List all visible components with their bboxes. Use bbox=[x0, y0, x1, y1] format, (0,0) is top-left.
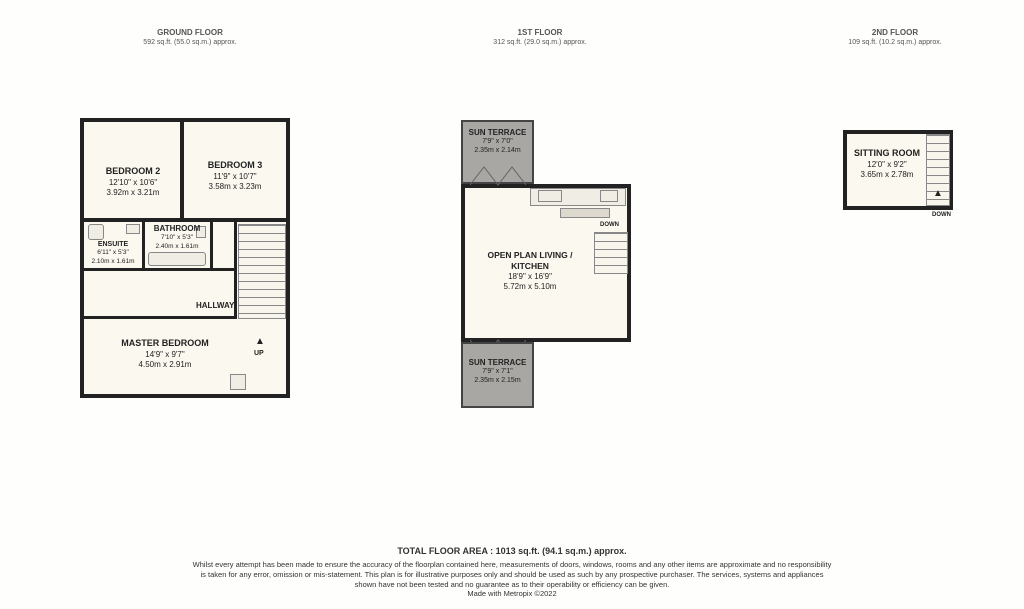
master-name: MASTER BEDROOM bbox=[100, 338, 230, 350]
bathroom-name: BATHROOM bbox=[146, 224, 208, 234]
header-first: 1ST FLOOR 312 sq.ft. (29.0 sq.m.) approx… bbox=[480, 28, 600, 47]
bedroom2-name: BEDROOM 2 bbox=[88, 166, 178, 178]
header-first-area: 312 sq.ft. (29.0 sq.m.) approx. bbox=[480, 38, 600, 47]
first-down-label: DOWN bbox=[600, 222, 619, 228]
up-label: UP bbox=[254, 350, 264, 357]
living-name: OPEN PLAN LIVING / KITCHEN bbox=[470, 250, 590, 272]
terrace-bot-met: 2.35m x 2.15m bbox=[461, 377, 534, 386]
ground-floor-plan: ▲ UP BEDROOM 2 12'10" x 10'6" 3.92m x 3.… bbox=[80, 118, 290, 398]
ensuite-label: ENSUITE 6'11" x 5'3" 2.10m x 1.61m bbox=[86, 240, 140, 266]
door-swing-top-icon bbox=[470, 165, 526, 187]
living-met: 5.72m x 5.10m bbox=[470, 282, 590, 292]
ensuite-fixture-2 bbox=[126, 224, 140, 234]
header-second-area: 109 sq.ft. (10.2 sq.m.) approx. bbox=[830, 38, 960, 47]
hallway-label: HALLWAY bbox=[196, 301, 234, 310]
bathroom-tub bbox=[148, 252, 206, 266]
terrace-bot-imp: 7'9" x 7'1" bbox=[461, 368, 534, 377]
kitchen-island bbox=[560, 208, 610, 218]
header-ground: GROUND FLOOR 592 sq.ft. (55.0 sq.m.) app… bbox=[130, 28, 250, 47]
master-imp: 14'9" x 9'7" bbox=[100, 350, 230, 360]
wall-h3 bbox=[84, 316, 237, 319]
bedroom3-met: 3.58m x 3.23m bbox=[190, 182, 280, 192]
terrace-top-label: SUN TERRACE 7'9" x 7'0" 2.35m x 2.14m bbox=[461, 128, 534, 156]
bedroom3-label: BEDROOM 3 11'9" x 10'7" 3.58m x 3.23m bbox=[190, 160, 280, 192]
ensuite-fixture-1 bbox=[88, 224, 104, 240]
bedroom2-label: BEDROOM 2 12'10" x 10'6" 3.92m x 3.21m bbox=[88, 166, 178, 198]
ground-stairs bbox=[238, 224, 286, 319]
master-met: 4.50m x 2.91m bbox=[100, 360, 230, 370]
sitting-imp: 12'0" x 9'2" bbox=[846, 160, 928, 170]
sitting-name: SITTING ROOM bbox=[846, 148, 928, 160]
sitting-met: 3.65m x 2.78m bbox=[846, 170, 928, 180]
ensuite-met: 2.10m x 1.61m bbox=[86, 258, 140, 266]
bedroom2-imp: 12'10" x 10'6" bbox=[88, 178, 178, 188]
living-label: OPEN PLAN LIVING / KITCHEN 18'9" x 16'9"… bbox=[470, 250, 590, 293]
header-ground-area: 592 sq.ft. (55.0 sq.m.) approx. bbox=[130, 38, 250, 47]
wall-h2 bbox=[84, 268, 234, 271]
terrace-bot-name: SUN TERRACE bbox=[461, 358, 534, 368]
bedroom3-imp: 11'9" x 10'7" bbox=[190, 172, 280, 182]
bathroom-label: BATHROOM 7'10" x 5'3" 2.40m x 1.61m bbox=[146, 224, 208, 251]
master-fixture bbox=[230, 374, 246, 390]
kitchen-hob bbox=[600, 190, 618, 202]
bedroom3-name: BEDROOM 3 bbox=[190, 160, 280, 172]
terrace-bot-label: SUN TERRACE 7'9" x 7'1" 2.35m x 2.15m bbox=[461, 358, 534, 386]
first-stairs bbox=[594, 232, 628, 274]
terrace-top-met: 2.35m x 2.14m bbox=[461, 147, 534, 156]
bathroom-imp: 7'10" x 5'3" bbox=[146, 234, 208, 242]
wall-h1 bbox=[84, 218, 286, 222]
disclaimer-text: Whilst every attempt has been made to en… bbox=[193, 560, 832, 589]
header-ground-title: GROUND FLOOR bbox=[130, 28, 250, 38]
living-imp: 18'9" x 16'9" bbox=[470, 272, 590, 282]
bathroom-met: 2.40m x 1.61m bbox=[146, 243, 208, 251]
terrace-top-name: SUN TERRACE bbox=[461, 128, 534, 138]
ensuite-imp: 6'11" x 5'3" bbox=[86, 249, 140, 257]
wall-v4 bbox=[234, 222, 237, 318]
header-first-title: 1ST FLOOR bbox=[480, 28, 600, 38]
ensuite-name: ENSUITE bbox=[86, 240, 140, 249]
master-label: MASTER BEDROOM 14'9" x 9'7" 4.50m x 2.91… bbox=[100, 338, 230, 370]
wall-v3 bbox=[210, 222, 213, 268]
footer-block: TOTAL FLOOR AREA : 1013 sq.ft. (94.1 sq.… bbox=[192, 546, 832, 599]
sitting-label: SITTING ROOM 12'0" x 9'2" 3.65m x 2.78m bbox=[846, 148, 928, 180]
bedroom2-met: 3.92m x 3.21m bbox=[88, 188, 178, 198]
total-area: TOTAL FLOOR AREA : 1013 sq.ft. (94.1 sq.… bbox=[192, 546, 832, 558]
wall-v2 bbox=[142, 222, 145, 268]
down-arrow-icon: ▲ bbox=[933, 188, 943, 199]
kitchen-sink bbox=[538, 190, 562, 202]
second-down-label: DOWN bbox=[932, 212, 951, 218]
credit-text: Made with Metropix ©2022 bbox=[467, 589, 556, 598]
wall-v1 bbox=[180, 122, 184, 218]
header-second-title: 2ND FLOOR bbox=[830, 28, 960, 38]
header-second: 2ND FLOOR 109 sq.ft. (10.2 sq.m.) approx… bbox=[830, 28, 960, 47]
up-arrow-icon: ▲ bbox=[255, 336, 265, 347]
terrace-top-imp: 7'9" x 7'0" bbox=[461, 138, 534, 147]
